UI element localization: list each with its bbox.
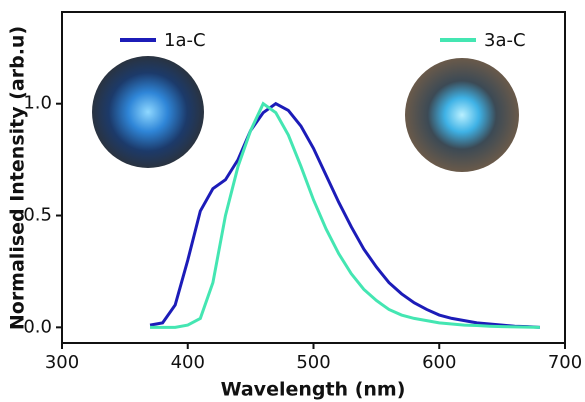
legend-label: 3a-C bbox=[484, 30, 526, 51]
x-axis-label: Wavelength (nm) bbox=[221, 379, 406, 401]
sample-photo bbox=[405, 58, 519, 172]
x-tick-label: 400 bbox=[171, 352, 205, 373]
x-tick-label: 300 bbox=[45, 352, 79, 373]
y-tick-label: 0.5 bbox=[23, 205, 52, 226]
x-tick-label: 500 bbox=[296, 352, 330, 373]
y-tick-label: 0.0 bbox=[23, 316, 52, 337]
line-series bbox=[150, 101, 540, 329]
sample-photo bbox=[92, 56, 204, 168]
y-axis-label: Normalised Intensity (arb.u) bbox=[7, 26, 29, 330]
x-tick-label: 600 bbox=[422, 352, 456, 373]
legend-label: 1a-C bbox=[164, 30, 206, 51]
line-series bbox=[149, 101, 540, 329]
y-tick-label: 1.0 bbox=[23, 93, 52, 114]
x-tick-label: 700 bbox=[548, 352, 582, 373]
